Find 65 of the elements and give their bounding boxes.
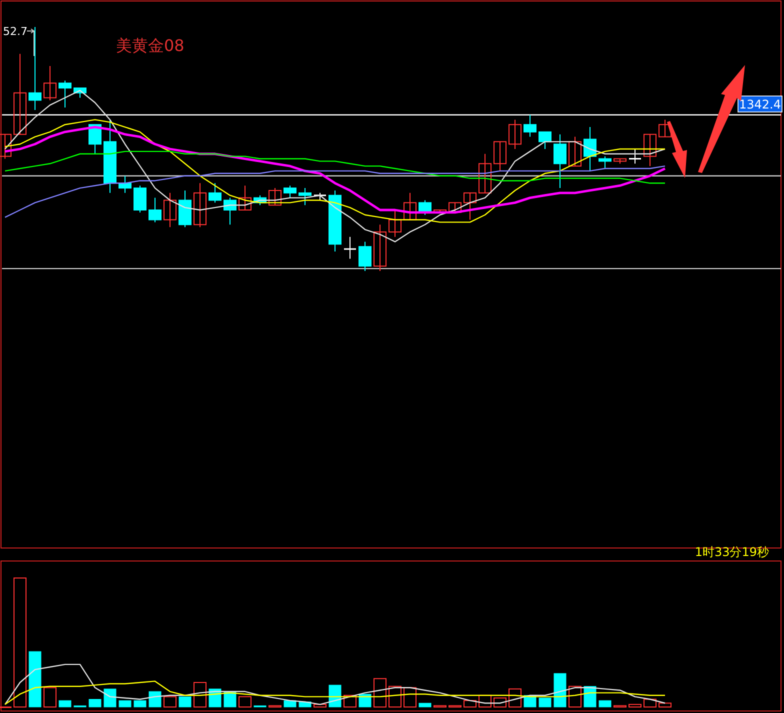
bar <box>658 702 672 708</box>
bar <box>568 686 582 708</box>
bar <box>344 694 356 708</box>
candlestick <box>644 134 656 167</box>
candlestick <box>494 141 506 172</box>
candlestick <box>404 192 416 220</box>
candlestick <box>134 185 146 213</box>
candlestick <box>298 188 312 206</box>
candlestick <box>524 114 536 138</box>
candlestick <box>478 153 492 194</box>
candlestick <box>238 185 252 210</box>
candlestick <box>208 182 222 204</box>
text: 1342.4 <box>739 98 781 112</box>
candlestick <box>448 202 462 213</box>
bar <box>194 682 206 708</box>
bar <box>554 673 566 708</box>
candlestick <box>194 182 206 228</box>
candlestick <box>148 197 162 223</box>
candlestick <box>584 126 596 172</box>
bar <box>494 697 506 708</box>
candlestick <box>374 224 386 272</box>
candlestick <box>44 66 56 101</box>
candlestick <box>14 53 26 135</box>
bar <box>58 700 72 708</box>
candlestick <box>464 192 476 220</box>
annotation: 52.7 <box>3 25 28 38</box>
bar <box>28 651 42 708</box>
bar <box>374 678 386 708</box>
text: 美黄金08 <box>116 36 184 55</box>
candlestick <box>538 131 552 150</box>
bar <box>134 700 146 708</box>
bar <box>598 700 612 708</box>
bar <box>418 702 432 708</box>
candlestick <box>343 236 357 260</box>
bar <box>148 691 162 708</box>
bar <box>44 687 56 708</box>
bar <box>88 699 102 708</box>
candlestick <box>358 241 372 272</box>
bar <box>164 696 176 708</box>
candlestick <box>0 134 12 160</box>
bar <box>238 696 252 708</box>
bar <box>284 700 296 708</box>
bar <box>404 687 416 708</box>
bar <box>104 688 116 708</box>
bar <box>538 698 552 708</box>
bar <box>14 578 26 708</box>
candlestick <box>568 136 582 167</box>
candlestick <box>224 197 236 226</box>
bar <box>178 696 192 708</box>
candlestick <box>268 188 282 206</box>
candlestick <box>554 134 566 189</box>
text: 1时33分19秒 <box>694 545 769 559</box>
bar <box>644 698 656 708</box>
candlestick <box>628 148 642 164</box>
bar <box>628 704 642 708</box>
candlestick <box>58 80 72 108</box>
candlestick <box>388 210 402 238</box>
bar <box>314 704 326 708</box>
bar <box>388 686 402 708</box>
candlestick <box>284 185 296 198</box>
candlestick <box>508 119 522 150</box>
bar <box>508 688 522 708</box>
bar <box>118 700 132 708</box>
candlestick <box>164 192 176 228</box>
bar <box>464 700 476 708</box>
